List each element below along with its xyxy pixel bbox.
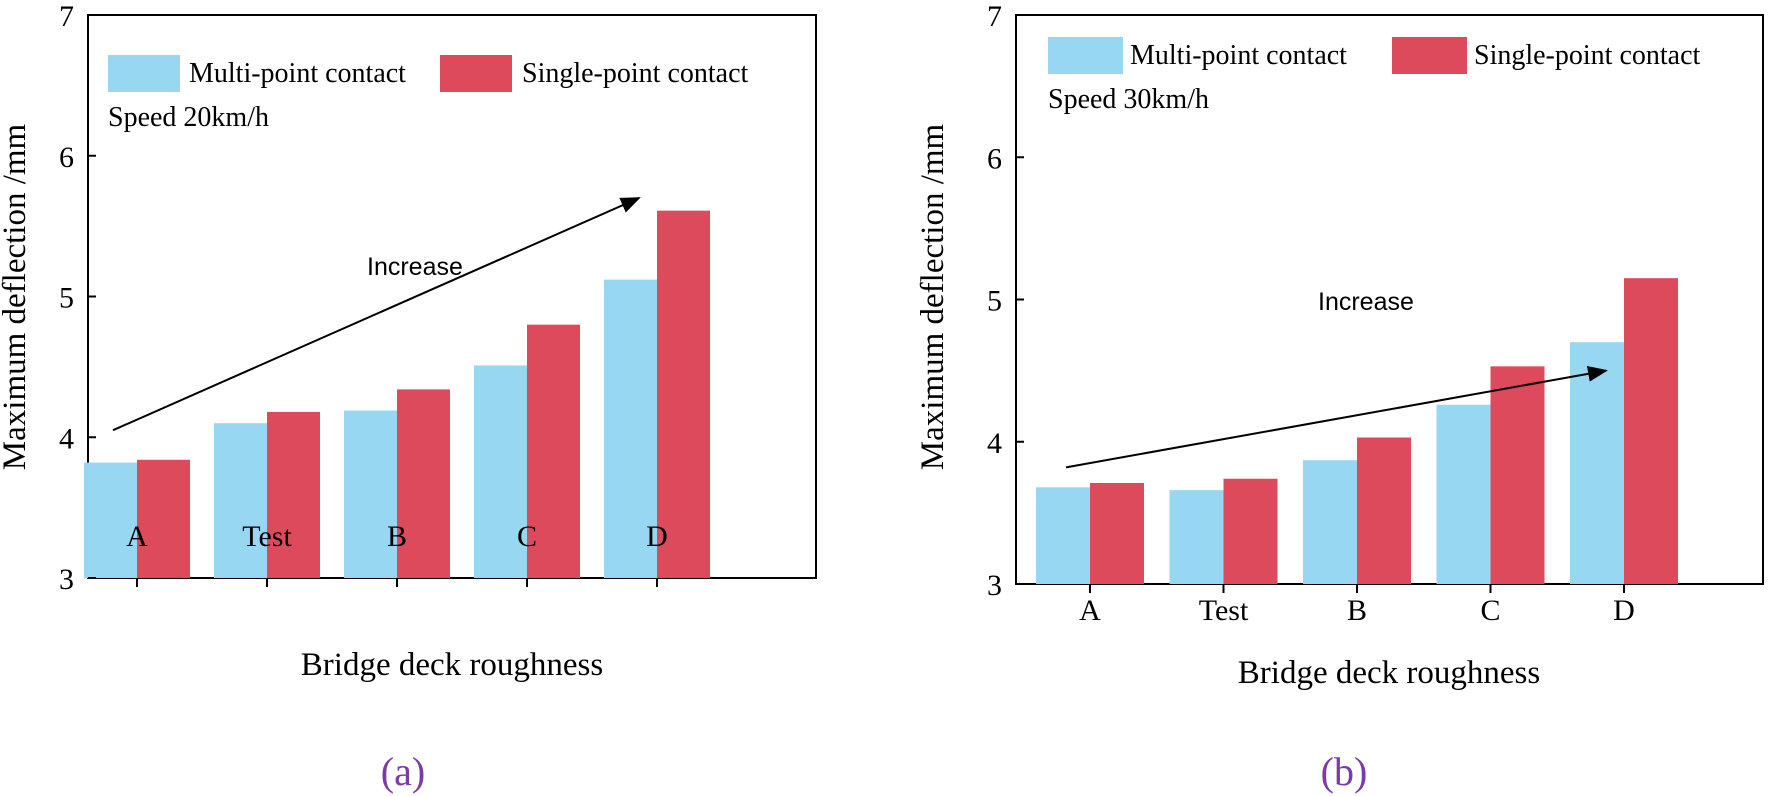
x-tick-label: A [1079,594,1101,627]
bars-group [84,210,710,578]
x-tick-label: Test [1199,594,1249,627]
bar-single-point [527,324,580,578]
bar-multi-point [604,279,657,578]
bar-single-point [1624,278,1678,584]
bar-single-point [657,210,710,578]
bar-multi-point [1169,490,1224,584]
x-tick-label: C [1480,594,1500,627]
legend-swatch-multi [108,55,180,92]
y-tick-label: 3 [987,569,1002,602]
bar-multi-point [214,423,267,578]
bar-multi-point [1303,460,1357,584]
y-tick-label: 7 [987,0,1002,33]
bar-multi-point [474,365,527,578]
y-axis-title: Maximum deflection /mm [915,123,951,470]
bar-single-point [1357,437,1411,584]
legend-swatch-single [1392,37,1467,74]
increase-label: Increase [367,253,463,281]
bar-single-point [267,411,320,578]
y-tick-label: 7 [59,0,74,33]
bar-multi-point [1036,487,1090,584]
legend-label-multi: Multi-point contact [1130,40,1347,71]
x-tick-label: A [126,520,148,553]
panel-label: (a) [381,749,425,794]
y-tick-label: 6 [59,141,74,174]
x-tick-label: B [1347,594,1367,627]
y-tick-label: 5 [59,282,74,315]
y-tick-label: 4 [987,427,1002,460]
bars-group [1036,278,1678,584]
bar-single-point [1090,483,1144,584]
legend-swatch-multi [1048,37,1123,74]
legend-label-multi: Multi-point contact [189,58,406,89]
bar-single-point [397,389,450,578]
bar-multi-point [344,410,397,578]
x-axis-title: Bridge deck roughness [1238,655,1540,691]
bar-multi-point [1436,404,1491,584]
y-tick-marks: 3 4 5 6 7 [987,0,1024,602]
speed-note: Speed 30km/h [1048,84,1209,115]
speed-note: Speed 20km/h [108,102,269,133]
x-axis-title: Bridge deck roughness [301,647,603,683]
x-tick-label: D [1613,594,1635,627]
x-tick-label: Test [242,520,292,553]
legend-label-single: Single-point contact [1474,40,1701,71]
x-tick-label: D [646,520,668,553]
bar-single-point [1490,366,1545,584]
y-tick-label: 4 [59,422,74,455]
legend-label-single: Single-point contact [522,58,749,89]
y-tick-label: 3 [59,563,74,596]
panel-label: (b) [1321,749,1368,794]
legend-swatch-single [440,55,512,92]
chart-panel-a: 3 4 5 6 7 A Test B C D Multi-point contact Singl… [0,0,817,794]
bar-single-point [1223,478,1278,584]
y-tick-label: 6 [987,142,1002,175]
chart-panel-b: 3 4 5 6 7 A Test B C D Multi-point contact Singl… [915,0,1764,794]
y-tick-marks: 3 4 5 6 7 [59,0,96,596]
increase-label: Increase [1318,288,1414,316]
x-tick-labels: A Test B C D [1079,584,1635,627]
increase-arrow [112,197,641,432]
bar-multi-point [1570,342,1624,584]
y-tick-label: 5 [987,285,1002,318]
x-tick-label: B [387,520,407,553]
x-tick-labels: A Test B C D [126,520,668,587]
bar-multi-point [84,462,137,578]
y-axis-title: Maximum deflection /mm [0,123,33,470]
increase-arrow [1065,365,1608,469]
x-tick-label: C [517,520,537,553]
bar-single-point [137,459,190,578]
